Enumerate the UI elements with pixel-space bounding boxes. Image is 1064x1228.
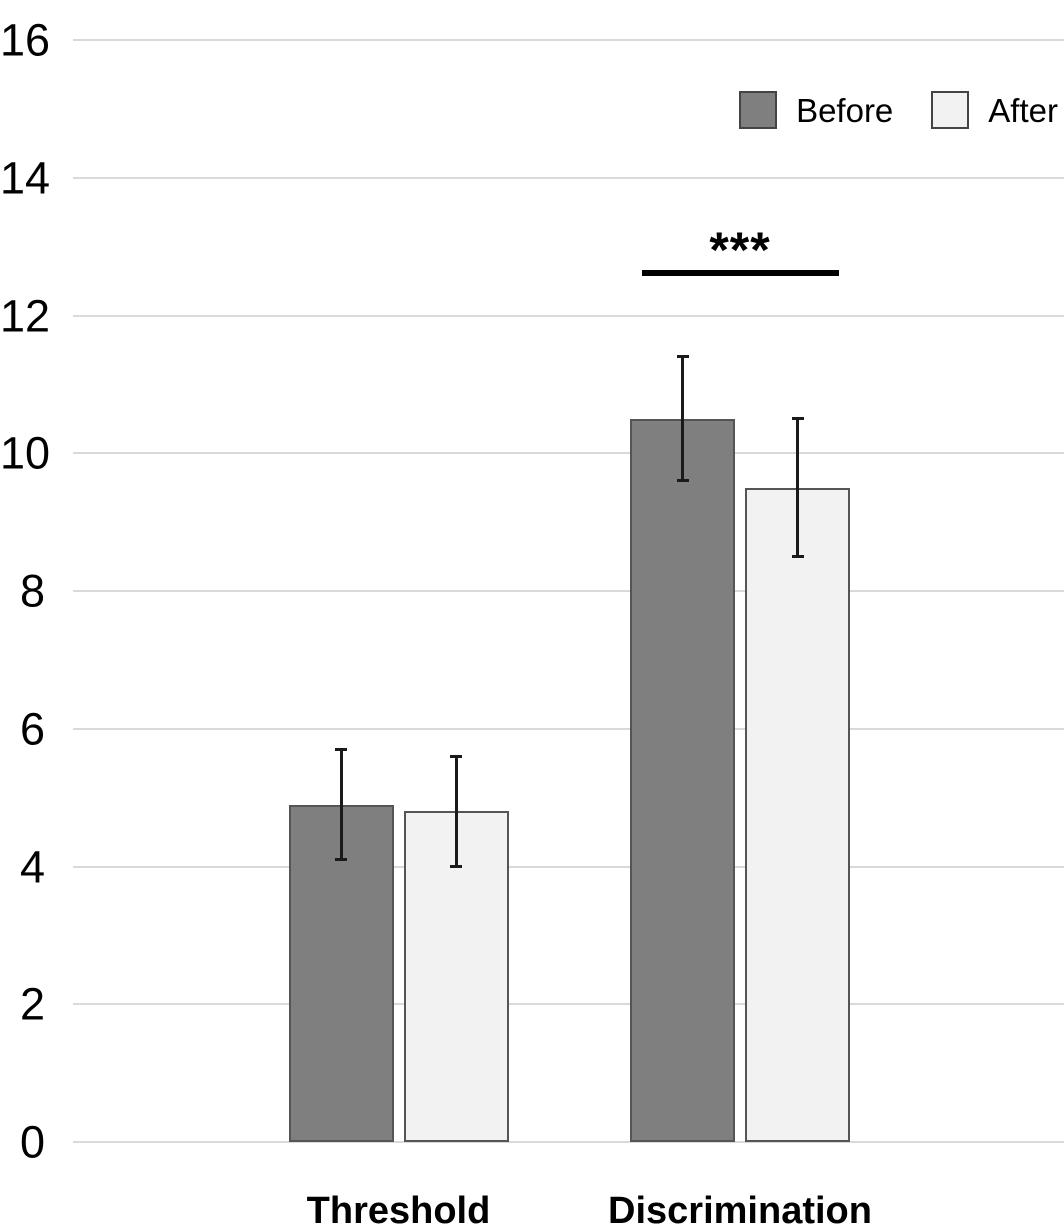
legend-label-after: After: [988, 91, 1058, 129]
gridline-y-4: [73, 865, 1064, 868]
legend: Before After: [739, 91, 1058, 129]
legend-swatch-after: [931, 91, 970, 129]
gridline-y-14: [73, 176, 1064, 179]
error-bar-discrimination-before: [681, 356, 684, 481]
error-bar-discrimination-after: [796, 418, 799, 557]
significance-line: [641, 270, 839, 276]
bar-discrimination-before: [630, 418, 735, 1142]
y-tick-label-2: 2: [19, 978, 45, 1030]
gridline-y-0: [73, 1141, 1064, 1143]
legend-item-before: Before: [739, 91, 893, 129]
y-tick-label-8: 8: [19, 565, 45, 617]
gridline-y-2: [73, 1003, 1064, 1006]
y-tick-label-16: 16: [0, 14, 51, 66]
error-cap-high-discrimination-before: [676, 355, 689, 359]
error-cap-low-threshold-after: [450, 865, 462, 868]
error-cap-high-threshold-after: [450, 754, 462, 758]
significance-stars: ***: [709, 222, 771, 278]
error-cap-low-discrimination-after: [791, 555, 804, 559]
y-tick-label-0: 0: [19, 1116, 45, 1168]
y-tick-label-6: 6: [19, 703, 45, 755]
gridline-y-12: [73, 314, 1064, 317]
y-tick-label-14: 14: [0, 152, 51, 204]
error-cap-high-threshold-before: [335, 747, 347, 751]
category-label-threshold: Threshold: [306, 1190, 491, 1228]
legend-item-after: After: [931, 91, 1058, 129]
error-bar-threshold-after: [454, 756, 458, 867]
error-bar-threshold-before: [339, 749, 343, 860]
category-label-discrimination: Discrimination: [608, 1190, 872, 1228]
y-tick-label-12: 12: [0, 290, 51, 341]
error-cap-high-discrimination-after: [791, 417, 804, 421]
legend-swatch-before: [739, 91, 778, 129]
gridline-y-6: [73, 727, 1064, 730]
error-cap-low-discrimination-before: [676, 479, 689, 483]
y-tick-label-4: 4: [19, 841, 45, 892]
gridline-y-16: [73, 39, 1064, 41]
gridline-y-8: [73, 590, 1064, 592]
error-cap-low-threshold-before: [335, 858, 347, 862]
gridline-y-10: [73, 452, 1064, 455]
bar-discrimination-after: [745, 487, 850, 1142]
legend-label-before: Before: [796, 91, 894, 129]
y-tick-label-10: 10: [0, 427, 51, 479]
